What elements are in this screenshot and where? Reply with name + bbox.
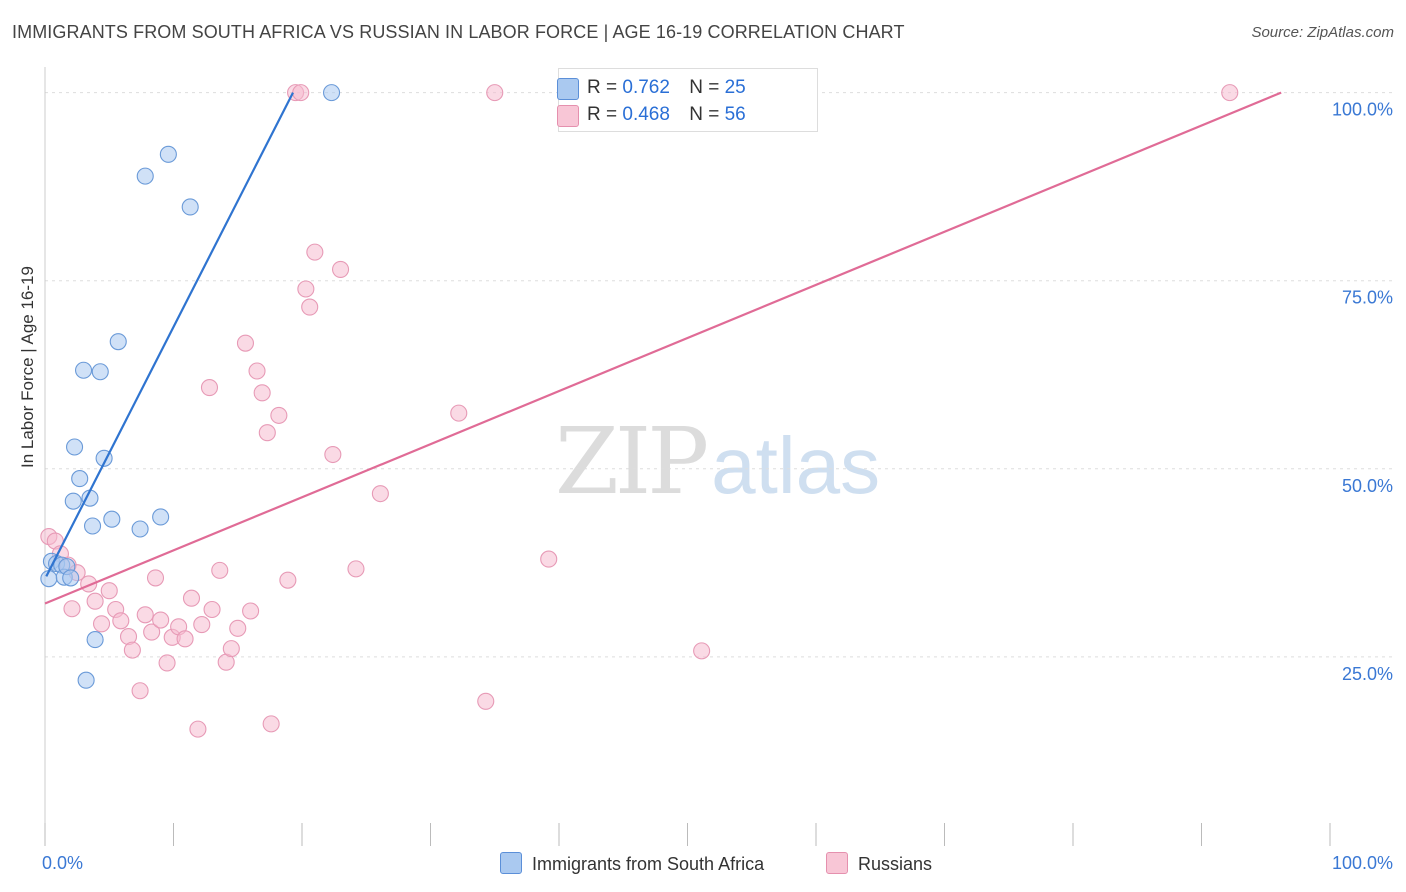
point-russians (331, 260, 350, 278)
y-tick-label: 25.0% (1342, 664, 1393, 684)
point-russians (92, 615, 111, 633)
point-russians (292, 84, 310, 102)
point-russians (146, 569, 165, 587)
point-russians (100, 582, 118, 600)
point-russians (242, 602, 260, 620)
point-russians (131, 682, 149, 700)
bottom-legend-label-russians: Russians (858, 854, 933, 874)
point-south-africa (109, 333, 127, 351)
point-russians (371, 485, 389, 503)
point-south-africa (159, 145, 177, 163)
point-russians (136, 606, 154, 624)
point-south-africa (86, 631, 104, 649)
point-russians (477, 692, 495, 710)
legend-swatch-south-africa (557, 78, 579, 100)
y-axis-label: In Labor Force | Age 16-19 (18, 266, 37, 468)
legend-n-label: N = (689, 104, 720, 125)
point-south-africa (323, 84, 341, 102)
point-south-africa (66, 438, 84, 456)
legend-n-value: 56 (724, 104, 746, 125)
point-south-africa (64, 492, 82, 510)
x-tick-label: 0.0% (42, 853, 83, 873)
bottom-legend-label-south-africa: Immigrants from South Africa (532, 854, 765, 874)
legend-r-label: R = (587, 104, 618, 125)
y-tick-label: 50.0% (1342, 476, 1393, 496)
legend-r-value: 0.468 (622, 104, 670, 125)
legend-n-label: N = (689, 77, 720, 98)
bottom-legend-russians: Russians (826, 852, 932, 875)
point-south-africa (75, 361, 93, 379)
point-russians (203, 600, 221, 619)
point-russians (347, 560, 365, 578)
point-south-africa (131, 520, 149, 538)
point-russians (182, 589, 201, 607)
legend-row-south-africa: R = 0.762 N = 25 (557, 77, 746, 100)
point-russians (236, 334, 255, 352)
point-russians (253, 384, 271, 402)
point-russians (176, 630, 194, 648)
point-south-africa (152, 508, 170, 526)
chart-title: IMMIGRANTS FROM SOUTH AFRICA VS RUSSIAN … (12, 22, 905, 42)
point-south-africa (77, 671, 95, 689)
point-russians (152, 611, 170, 629)
point-russians (200, 379, 219, 397)
legend-swatch-russians (557, 105, 579, 127)
bottom-swatch-south-africa (500, 852, 522, 874)
legend-n-value: 25 (724, 77, 746, 98)
point-south-africa (103, 510, 121, 528)
point-russians (540, 550, 558, 568)
bottom-swatch-russians (826, 852, 848, 874)
point-russians (63, 600, 81, 618)
point-russians (450, 404, 468, 422)
point-russians (193, 616, 211, 634)
point-russians (306, 243, 324, 261)
y-tick-label: 75.0% (1342, 288, 1393, 308)
y-tick-label: 100.0% (1332, 100, 1393, 120)
point-russians (297, 280, 315, 298)
point-south-africa (83, 517, 102, 535)
trendline-south-africa (45, 92, 294, 577)
bottom-legend-south-africa: Immigrants from South Africa (500, 852, 764, 875)
point-south-africa (181, 198, 199, 216)
point-russians (189, 720, 207, 738)
point-south-africa (91, 363, 109, 381)
point-russians (1221, 84, 1239, 102)
point-russians (123, 641, 141, 659)
point-russians (211, 561, 229, 579)
point-russians (693, 642, 711, 660)
stats-legend: R = 0.762 N = 25 R = 0.468 N = 56 (557, 68, 818, 132)
point-russians (262, 715, 280, 733)
point-russians (229, 619, 247, 637)
source-credit: Source: ZipAtlas.com (1251, 24, 1394, 41)
point-russians (279, 571, 297, 589)
point-south-africa (62, 569, 80, 587)
point-russians (486, 84, 504, 102)
legend-row-russians: R = 0.468 N = 56 (557, 104, 746, 127)
legend-r-label: R = (587, 77, 618, 98)
point-russians (158, 654, 176, 672)
point-russians (248, 362, 266, 380)
point-south-africa (136, 167, 154, 185)
point-russians (270, 406, 288, 424)
point-russians (324, 445, 342, 464)
x-tick-label: 100.0% (1332, 853, 1393, 873)
point-russians (301, 298, 319, 316)
point-russians (143, 623, 161, 641)
point-russians (258, 424, 276, 442)
point-south-africa (71, 470, 89, 488)
trendline-russians (44, 91, 1282, 605)
point-russians (86, 592, 104, 610)
point-russians (112, 612, 130, 630)
point-russians (222, 640, 240, 658)
legend-r-value: 0.762 (622, 77, 670, 98)
